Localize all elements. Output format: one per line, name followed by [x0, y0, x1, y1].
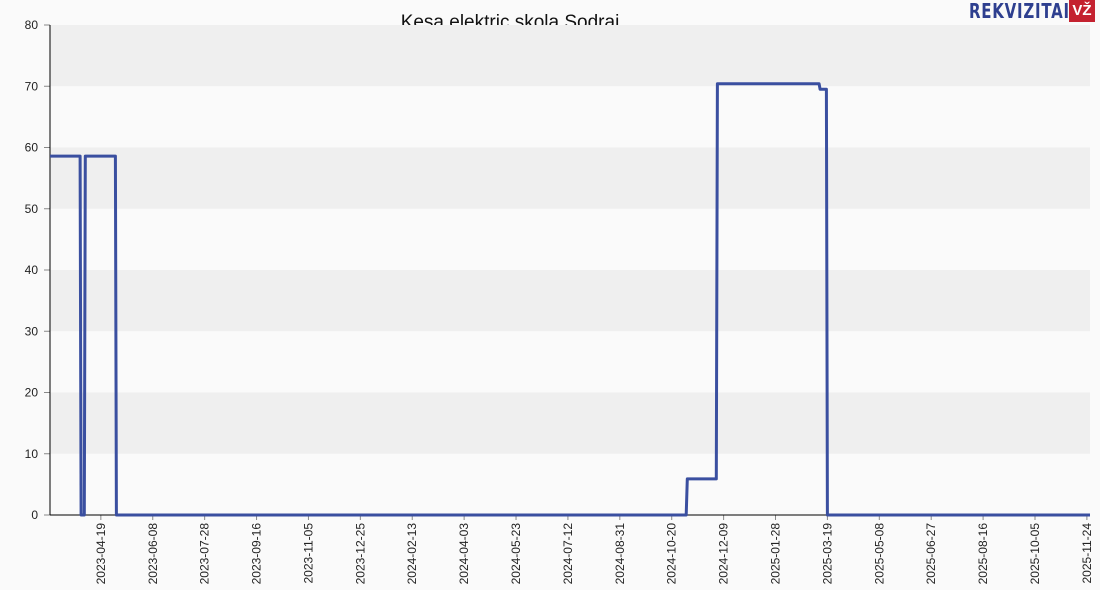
- x-tick-label: 2024-05-23: [509, 523, 523, 585]
- grid-band: [50, 392, 1090, 454]
- x-tick-label: 2023-07-28: [198, 523, 212, 585]
- y-tick-label: 0: [31, 508, 38, 522]
- x-tick-label: 2025-10-05: [1028, 523, 1042, 585]
- x-tick-label: 2024-08-31: [613, 523, 627, 585]
- x-tick-label: 2025-03-19: [820, 523, 834, 585]
- x-tick-label: 2025-01-28: [769, 523, 783, 585]
- y-tick-label: 10: [25, 447, 39, 461]
- y-tick-label: 40: [25, 263, 39, 277]
- x-tick-label: 2024-10-20: [665, 523, 679, 585]
- x-tick-label: 2025-06-27: [924, 523, 938, 585]
- y-tick-label: 30: [25, 324, 39, 338]
- grid-band: [50, 25, 1090, 87]
- y-tick-label: 60: [25, 141, 39, 155]
- grid-band: [50, 331, 1090, 393]
- grid-band: [50, 270, 1090, 332]
- logo: REKVIZITAI VŽ: [969, 0, 1095, 23]
- x-tick-label: 2024-04-03: [457, 523, 471, 585]
- x-tick-label: 2023-06-08: [146, 523, 160, 585]
- x-tick-label: 2025-05-08: [872, 523, 886, 585]
- x-tick-label: 2025-11-24: [1080, 523, 1094, 584]
- y-tick-label: 70: [25, 79, 39, 93]
- grid-band: [50, 86, 1090, 148]
- series-line: [50, 82, 1090, 517]
- grid-band: [50, 147, 1090, 209]
- x-tick-label: 2023-04-19: [94, 523, 108, 585]
- y-tick-label: 20: [25, 386, 39, 400]
- x-tick-label: 2025-08-16: [976, 523, 990, 585]
- x-tick-label: 2024-02-13: [405, 523, 419, 585]
- y-tick-label: 50: [25, 202, 39, 216]
- x-tick-label: 2023-09-16: [250, 523, 264, 585]
- grid-band: [50, 208, 1090, 270]
- x-tick-label: 2023-11-05: [301, 523, 315, 584]
- grid-band: [50, 453, 1090, 515]
- y-tick-label: 80: [25, 18, 39, 32]
- x-tick-label: 2024-12-09: [717, 523, 731, 585]
- x-tick-label: 2024-07-12: [561, 523, 575, 585]
- x-tick-label: 2023-12-25: [353, 523, 367, 585]
